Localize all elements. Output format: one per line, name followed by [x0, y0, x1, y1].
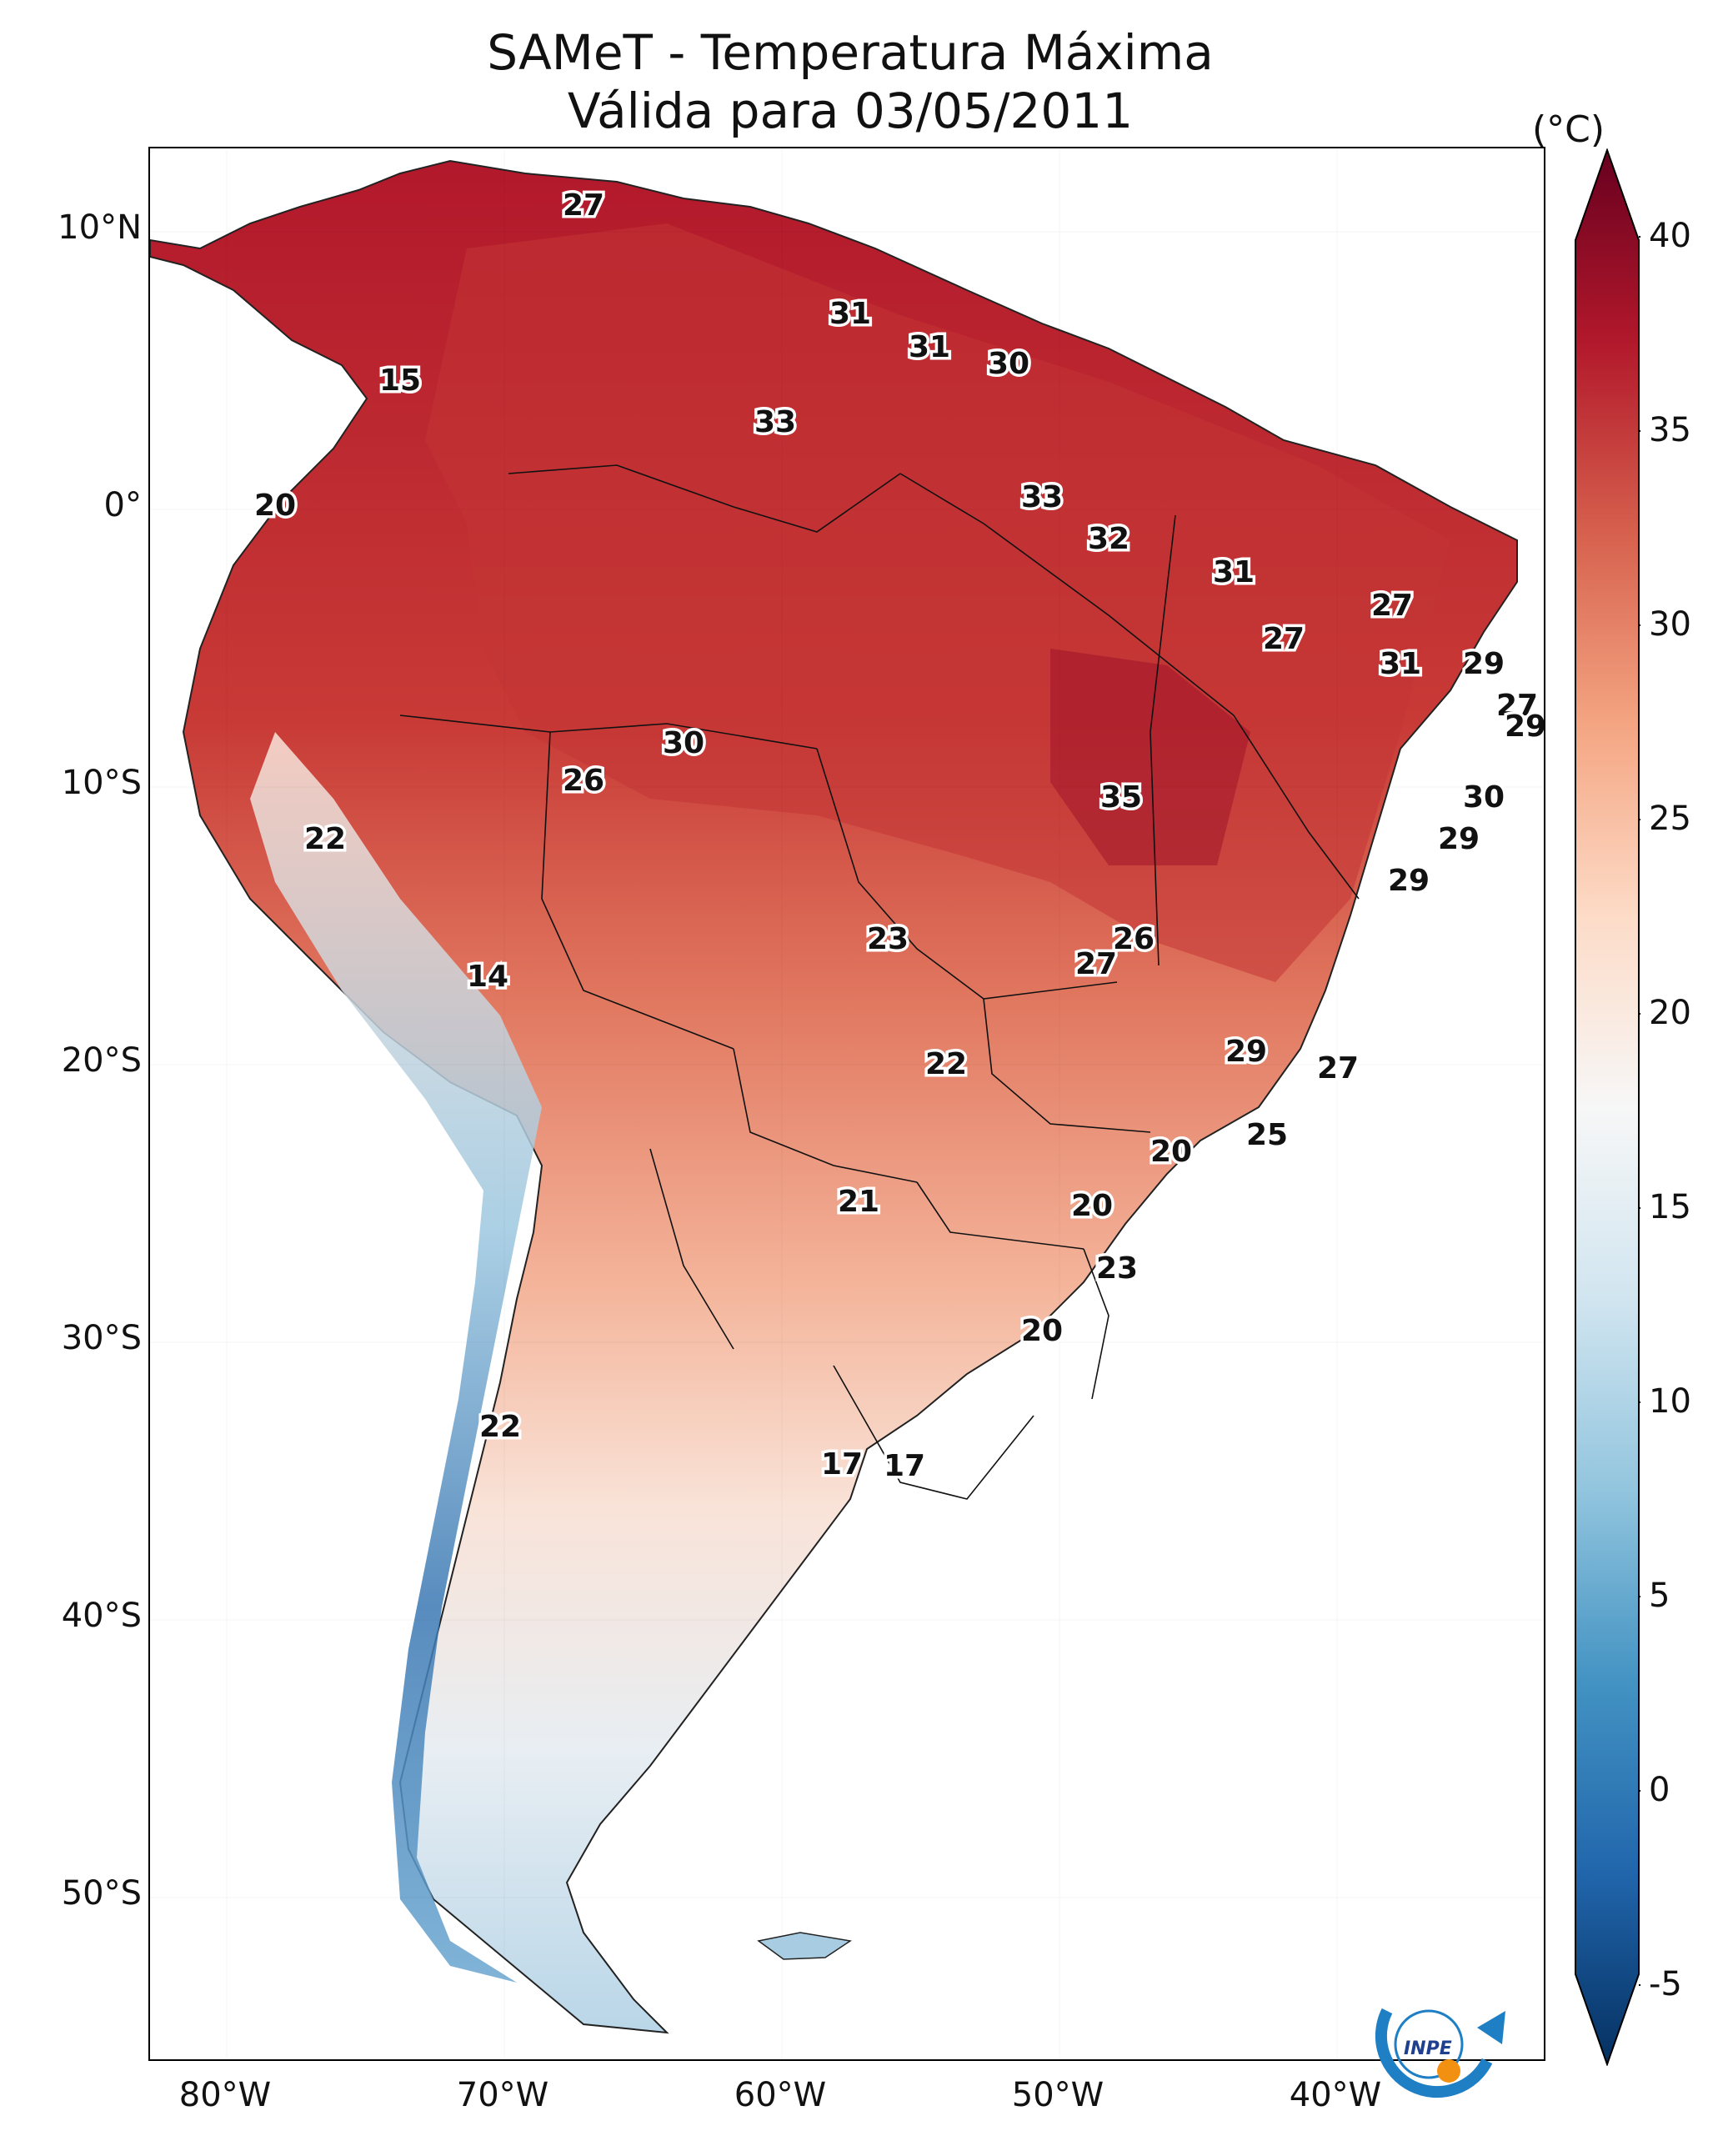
contour-label: 33 [754, 405, 796, 439]
andes-cool-region [250, 732, 542, 1983]
contour-label: 22 [479, 1410, 521, 1444]
map-subtitle: Válida para 03/05/2011 [567, 83, 1134, 139]
very-hot-region [1050, 649, 1250, 865]
colorbar [1575, 148, 1640, 2066]
falkland-islands [757, 1932, 852, 1960]
contour-label: 29 [1388, 864, 1430, 898]
colorbar-unit: (°C) [1532, 108, 1605, 151]
country-borders [399, 464, 1360, 1500]
contour-label: 27 [1496, 689, 1538, 723]
contour-label: 27 [563, 188, 604, 223]
lat-label-50s: 50°S [61, 1874, 142, 1913]
contour-label: 33 [1021, 480, 1063, 514]
contour-label: 25 [1246, 1118, 1288, 1152]
colorbar-tick-25: 25 [1649, 800, 1691, 838]
inpe-logo-text: INPE [1404, 2038, 1452, 2059]
graticule [150, 148, 1544, 2059]
contour-label: 27 [1317, 1051, 1359, 1086]
colorbar-tick-30: 30 [1649, 605, 1691, 644]
contour-label: 30 [663, 726, 704, 760]
contour-label: 26 [1113, 922, 1155, 956]
contour-label: 27 [1263, 622, 1305, 656]
lon-label-80w: 80°W [178, 2076, 272, 2114]
colorbar-tick-15: 15 [1649, 1188, 1691, 1226]
colorbar-tick-35: 35 [1649, 411, 1691, 449]
contour-label: 22 [925, 1047, 967, 1081]
contour-label: 31 [1380, 647, 1421, 681]
colorbar-tick-10: 10 [1649, 1382, 1691, 1421]
contour-label: 17 [884, 1449, 925, 1483]
lat-label-10n: 10°N [58, 208, 142, 247]
inpe-logo: INPE [1375, 2008, 1505, 2098]
contour-label: 31 [909, 330, 950, 364]
contour-label: 31 [829, 297, 871, 331]
contour-label: 30 [1463, 780, 1505, 815]
contour-label: 29 [1225, 1035, 1267, 1069]
contour-label: 21 [838, 1185, 879, 1219]
contour-label: 30 [988, 347, 1029, 381]
lat-label-30s: 30°S [61, 1319, 142, 1357]
colorbar-tick-5: 5 [1649, 1577, 1670, 1615]
lon-label-60w: 60°W [734, 2076, 827, 2114]
lon-label-40w: 40°W [1289, 2076, 1382, 2114]
contour-label: 20 [254, 489, 296, 523]
contour-label: 20 [1021, 1314, 1063, 1348]
contour-label: 31 [1213, 555, 1255, 589]
lon-label-70w: 70°W [456, 2076, 549, 2114]
contour-label: 29 [1463, 647, 1505, 681]
contour-label: 22 [304, 822, 346, 856]
contour-label: 20 [1071, 1189, 1113, 1223]
colorbar-tick-20: 20 [1649, 994, 1691, 1032]
colorbar-gradient [1575, 148, 1640, 2066]
lat-label-20s: 20°S [61, 1041, 142, 1080]
contour-label: 35 [1100, 780, 1142, 815]
lon-label-50w: 50°W [1011, 2076, 1104, 2114]
contour-label: 27 [1075, 947, 1117, 981]
map-panel[interactable]: 27 31 31 30 15 33 33 20 32 31 27 27 31 29 27 29 30 26 35 29… [148, 147, 1545, 2061]
contour-label: 32 [1088, 522, 1129, 556]
lat-label-0: 0° [103, 486, 142, 524]
contour-label: 27 [1371, 589, 1413, 623]
contour-label: 17 [821, 1447, 863, 1482]
contour-label: 14 [467, 960, 508, 994]
colorbar-tick-0: 0 [1649, 1771, 1670, 1809]
contour-label: 15 [379, 364, 421, 398]
map-title: SAMeT - Temperatura Máxima [487, 24, 1214, 81]
contour-label: 20 [1150, 1135, 1192, 1169]
contour-label: 29 [1438, 822, 1480, 856]
colorbar-tick-minus5: -5 [1649, 1965, 1682, 2003]
contour-label: 26 [563, 764, 604, 798]
colorbar-tick-40: 40 [1649, 217, 1691, 255]
lat-label-10s: 10°S [61, 764, 142, 802]
contour-label: 29 [1505, 709, 1545, 744]
lat-label-40s: 40°S [61, 1597, 142, 1635]
contour-label: 23 [867, 922, 909, 956]
contour-label: 23 [1096, 1251, 1138, 1286]
